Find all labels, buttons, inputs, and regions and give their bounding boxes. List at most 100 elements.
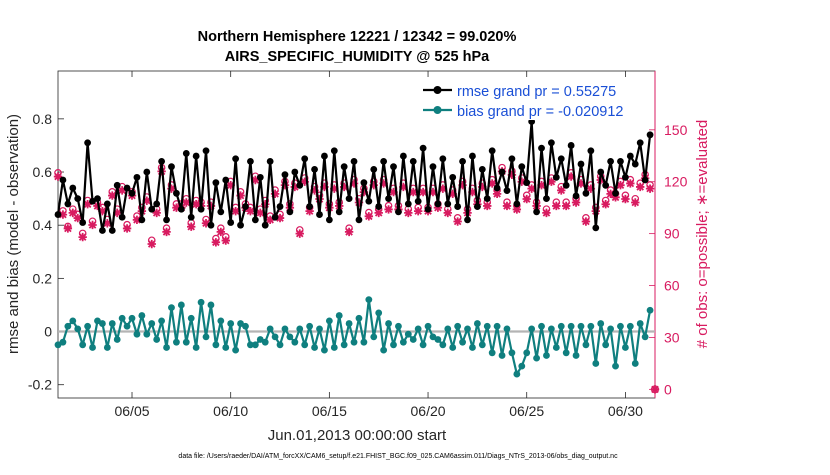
obs-evaluated-marker <box>552 201 561 211</box>
rmse-point <box>646 131 654 139</box>
bias-point <box>217 317 225 325</box>
bias-point <box>187 314 195 322</box>
rmse-point <box>439 155 447 163</box>
bias-point <box>464 325 471 333</box>
y-left-tick-label: 0.2 <box>33 270 53 286</box>
bias-point <box>69 317 77 325</box>
rmse-point <box>271 213 279 221</box>
obs-evaluated-marker <box>172 203 181 212</box>
bias-point <box>365 296 373 304</box>
obs-evaluated-marker <box>310 186 319 195</box>
legend-rmse-label: rmse grand pr = 0.55275 <box>457 84 616 100</box>
bias-point <box>148 320 156 327</box>
bias-point <box>118 314 126 322</box>
obs-evaluated-marker <box>93 201 102 211</box>
bias-point <box>543 352 550 359</box>
rmse-point <box>483 195 491 203</box>
rmse-point <box>345 195 353 203</box>
bias-point <box>99 320 106 327</box>
bias-point <box>493 322 501 330</box>
obs-evaluated-marker <box>374 208 383 218</box>
rmse-point <box>237 221 244 229</box>
obs-evaluated-marker <box>379 179 388 188</box>
rmse-point <box>173 189 180 197</box>
rmse-point <box>325 216 333 224</box>
rmse-point <box>582 189 590 197</box>
bias-point <box>212 341 220 349</box>
rmse-point <box>607 157 614 165</box>
rmse-point <box>153 200 161 208</box>
rmse-point <box>182 150 190 157</box>
obs-evaluated-marker <box>349 179 359 188</box>
rmse-point <box>276 203 284 210</box>
obs-evaluated-marker <box>256 208 265 218</box>
obs-evaluated-marker <box>53 172 63 181</box>
rmse-point <box>385 195 392 203</box>
bias-point <box>449 344 457 351</box>
obs-evaluated-marker <box>428 187 438 197</box>
bias-point <box>340 341 348 349</box>
obs-evaluated-marker <box>448 189 457 199</box>
rmse-point <box>222 176 230 184</box>
y-right-tick-label: 90 <box>664 226 680 242</box>
bias-point <box>385 320 392 327</box>
bias-point <box>469 344 476 351</box>
bias-point <box>177 301 185 309</box>
rmse-point <box>360 179 368 187</box>
axis-ticks: 06/05 06/10 06/15 06/20 06/25 06/30 -0.2 0 0.2 0.… <box>28 71 688 419</box>
rmse-point <box>449 173 457 181</box>
obs-evaluated-marker <box>206 201 216 211</box>
rmse-point <box>404 200 412 208</box>
rmse-point <box>621 173 629 181</box>
rmse-point <box>286 208 294 216</box>
obs-evaluated-marker <box>231 206 240 216</box>
bias-point <box>488 349 496 357</box>
rmse-point <box>626 152 634 160</box>
bias-point <box>242 322 249 330</box>
x-tick-label: 06/30 <box>608 403 643 419</box>
rmse-point <box>375 203 383 210</box>
x-tick-label: 06/15 <box>312 403 347 419</box>
obs-evaluated-marker <box>305 206 314 216</box>
obs-evaluated-marker <box>542 208 551 218</box>
rmse-point <box>543 195 550 203</box>
rmse-point <box>177 205 185 213</box>
bias-point <box>478 341 486 349</box>
bias-point <box>103 344 111 351</box>
obs-evaluated-marker <box>275 213 285 223</box>
bias-point <box>380 346 388 354</box>
obs-evaluated-marker <box>458 180 467 190</box>
obs-evaluated-marker <box>117 186 127 195</box>
x-tick-label: 06/20 <box>411 403 446 419</box>
obs-evaluated-marker <box>339 182 349 192</box>
rmse-point <box>84 139 92 147</box>
rmse-point <box>424 205 432 213</box>
x-tick-label: 06/25 <box>509 403 544 419</box>
rmse-point <box>493 184 501 192</box>
rmse-point <box>518 163 526 171</box>
obs-evaluated-marker <box>483 201 492 211</box>
rmse-point <box>355 216 363 224</box>
y-right-tick-label: 120 <box>664 174 688 190</box>
obs-evaluated-marker <box>611 193 620 202</box>
rmse-point <box>306 203 314 210</box>
bias-point <box>567 322 575 330</box>
bias-point <box>572 352 580 359</box>
bias-point <box>626 322 634 330</box>
obs-evaluated-marker <box>384 205 393 214</box>
rmse-point <box>316 211 323 218</box>
obs-evaluated-marker <box>88 220 97 230</box>
obs-evaluated-marker <box>315 194 324 204</box>
rmse-point <box>94 195 101 203</box>
rmse-point <box>523 179 531 187</box>
y-left-tick-label: 0.8 <box>33 111 53 127</box>
rmse-point <box>454 203 462 210</box>
obs-evaluated-marker <box>527 184 536 193</box>
rmse-point <box>434 200 442 208</box>
obs-evaluated-marker <box>645 184 655 193</box>
rmse-point <box>631 160 639 168</box>
bias-point <box>557 322 565 330</box>
obs-evaluated-marker <box>522 194 531 204</box>
bias-point <box>562 349 570 357</box>
obs-evaluated-marker <box>557 186 566 195</box>
